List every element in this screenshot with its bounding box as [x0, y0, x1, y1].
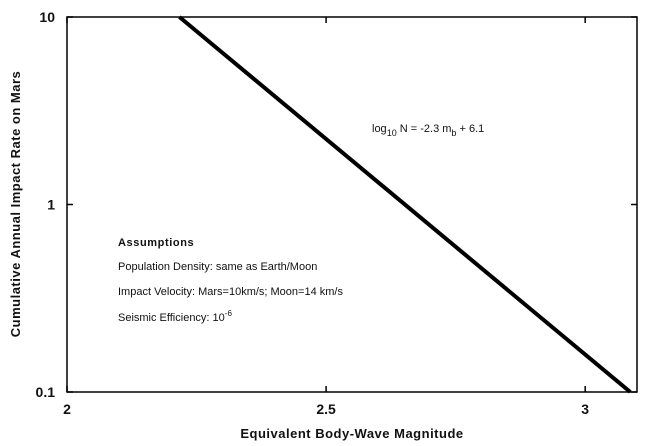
y-tick-label: 1: [47, 197, 55, 213]
plot-frame: [66, 16, 638, 393]
x-tick-label: 3: [581, 401, 589, 417]
y-tick-label: 0.1: [36, 384, 56, 400]
x-tick-label: 2.5: [316, 401, 336, 417]
data-line: [178, 15, 632, 394]
x-tick-label: 2: [63, 401, 71, 417]
equation-part: log: [372, 123, 387, 135]
equation: log10 N = -2.3 mb + 6.1: [372, 123, 484, 138]
x-axis-label: Equivalent Body-Wave Magnitude: [240, 426, 463, 441]
assumption: Impact Velocity: Mars=10km/s; Moon=14 km…: [118, 286, 343, 298]
equation-sub: b: [451, 128, 456, 138]
y-tick-label: 10: [39, 9, 55, 25]
assumptions-title: Assumptions: [118, 237, 194, 249]
assumption-part: Seismic Efficiency: 10: [118, 312, 225, 324]
assumption: Seismic Efficiency: 10-6: [118, 309, 232, 324]
equation-part: + 6.1: [456, 123, 484, 135]
equation-part: N = -2.3 m: [397, 123, 452, 135]
y-axis-label: Cumulative Annual Impact Rate on Mars: [8, 71, 23, 338]
assumption: Population Density: same as Earth/Moon: [118, 261, 317, 273]
assumption-sup: -6: [225, 309, 233, 318]
equation-sub: 10: [387, 128, 397, 138]
